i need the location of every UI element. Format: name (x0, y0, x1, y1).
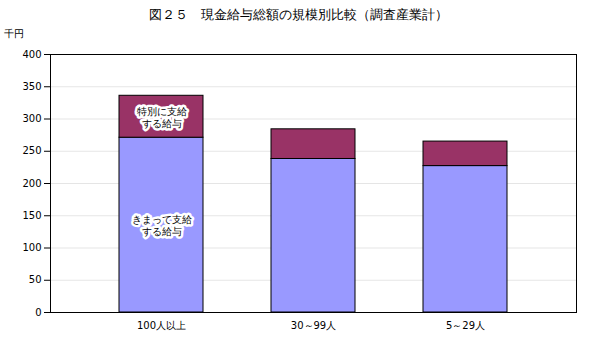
svg-text:200: 200 (22, 178, 41, 189)
svg-text:100人以上: 100人以上 (137, 320, 186, 331)
svg-text:5～29人: 5～29人 (446, 320, 485, 331)
svg-text:300: 300 (22, 113, 41, 124)
html-text:図２５ 現金給与総額の規模別比較（調査産業計）: 図２５ 現金給与総額の規模別比較（調査産業計） (148, 7, 448, 22)
svg-text:400: 400 (22, 49, 41, 60)
svg-text:0: 0 (35, 307, 41, 318)
svg-text:350: 350 (22, 81, 41, 92)
svg-text:特別に支給する給与: 特別に支給する給与 (137, 106, 187, 129)
svg-text:150: 150 (22, 210, 41, 221)
svg-text:きまって支給する給与: きまって支給する給与 (132, 214, 192, 237)
svg-text:千円: 千円 (4, 28, 24, 39)
svg-text:50: 50 (29, 274, 42, 285)
svg-text:100: 100 (22, 242, 41, 253)
svg-text:30～99人: 30～99人 (291, 320, 336, 331)
svg-text:250: 250 (22, 145, 41, 156)
